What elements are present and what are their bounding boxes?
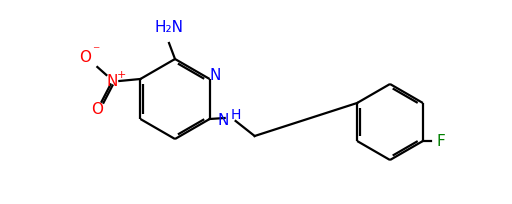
Text: N: N — [106, 74, 118, 90]
Text: O: O — [91, 102, 103, 118]
Text: +: + — [117, 70, 126, 80]
Text: ⁻: ⁻ — [92, 44, 99, 58]
Text: F: F — [437, 133, 445, 149]
Text: H: H — [230, 108, 241, 122]
Text: H₂N: H₂N — [155, 20, 183, 35]
Text: O: O — [79, 51, 91, 65]
Text: N: N — [209, 69, 221, 83]
Text: N: N — [217, 112, 229, 128]
